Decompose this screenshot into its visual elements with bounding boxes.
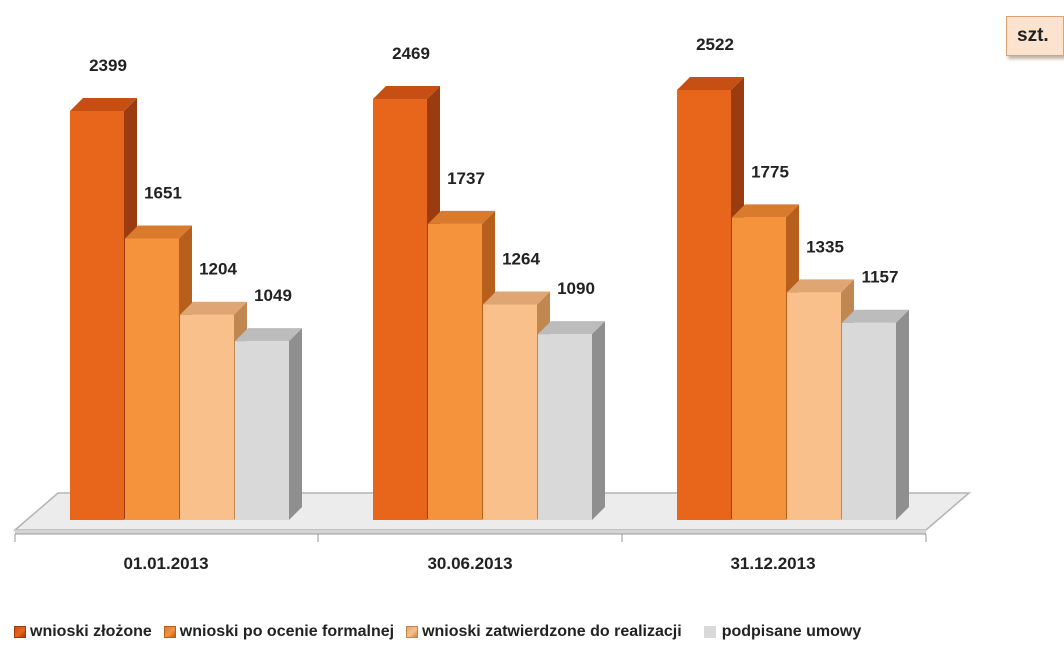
data-labels-group: 2399 1651 1204 1049 2469 1737 1264 1090 2522 1775…	[89, 35, 898, 305]
data-label-31.12.2013-s3: 1335	[806, 237, 844, 256]
bar-01.01.2013-s1	[70, 110, 124, 521]
bar-30.06.2013-s4	[538, 334, 592, 520]
bar-01.01.2013-s4-side	[289, 328, 302, 520]
bar-31.12.2013-s1	[677, 90, 731, 520]
data-label-31.12.2013-s4: 1157	[862, 268, 899, 287]
bar-31.12.2013-s4-side	[896, 309, 909, 520]
legend-swatch-series-1	[14, 626, 26, 638]
bar-31.12.2013-s3	[787, 292, 841, 520]
x-axis: 01.01.2013 30.06.2013 31.12.2013	[14, 533, 927, 573]
bar-01.01.2013-s2-top	[125, 225, 192, 239]
bar-30.06.2013-s1-top	[373, 86, 440, 100]
legend: wnioski złożone wnioski po ocenie formal…	[14, 623, 861, 641]
data-label-01.01.2013-s4: 1049	[254, 286, 292, 305]
legend-swatch-series-3	[406, 626, 419, 638]
bar-01.01.2013-s4	[235, 341, 289, 520]
bar-31.12.2013-s2	[732, 217, 786, 520]
bar-30.06.2013-s3-top	[483, 291, 550, 305]
unit-label: szt.	[1006, 16, 1064, 56]
data-label-01.01.2013-s3: 1204	[199, 260, 237, 279]
bar-31.12.2013-s3-top	[787, 279, 854, 293]
bar-30.06.2013-s2-top	[428, 210, 495, 224]
bar-31.12.2013-s4	[842, 322, 896, 520]
bar-30.06.2013-s2	[428, 223, 482, 520]
bar-01.01.2013-s3	[180, 314, 234, 520]
legend-label-series-2: wnioski po ocenie formalnej	[179, 623, 395, 640]
data-label-30.06.2013-s4: 1090	[557, 279, 595, 298]
legend-item-series-1: wnioski złożone	[14, 623, 152, 641]
legend-label-series-3: wnioski zatwierdzone do realizacji	[422, 623, 682, 640]
legend-swatch-series-2	[163, 626, 176, 638]
data-label-01.01.2013-s1: 2399	[89, 56, 127, 75]
bar-30.06.2013-s4-side	[592, 321, 605, 520]
legend-item-series-2: wnioski po ocenie formalnej	[163, 623, 395, 641]
data-label-30.06.2013-s3: 1264	[502, 249, 540, 268]
bar-01.01.2013-s4-top	[235, 328, 302, 342]
legend-item-series-4: podpisane umowy	[694, 623, 862, 641]
bar-30.06.2013-s1	[373, 99, 427, 521]
legend-label-series-1: wnioski złożone	[30, 623, 152, 640]
bar-31.12.2013-s1-top	[677, 77, 744, 90]
bar-01.01.2013-s3-top	[180, 301, 247, 315]
x-tick-label-3: 31.12.2013	[730, 554, 815, 573]
bar-01.01.2013-s1-top	[70, 97, 137, 111]
legend-swatch-series-4	[703, 626, 716, 638]
x-tick-label-2: 30.06.2013	[427, 554, 512, 573]
data-label-31.12.2013-s2: 1775	[751, 162, 789, 181]
bar-31.12.2013-s2-top	[732, 204, 799, 218]
legend-item-series-3: wnioski zatwierdzone do realizacji	[406, 623, 682, 641]
x-tick-label-1: 01.01.2013	[123, 554, 208, 573]
data-label-31.12.2013-s1: 2522	[696, 35, 734, 54]
legend-label-series-4: podpisane umowy	[721, 623, 862, 640]
data-label-30.06.2013-s2: 1737	[447, 169, 485, 188]
chart-floor-edge	[15, 530, 926, 534]
bar-31.12.2013-s4-top	[842, 309, 909, 323]
bars-group	[70, 77, 909, 521]
bar-30.06.2013-s4-top	[538, 321, 605, 335]
data-label-30.06.2013-s1: 2469	[392, 44, 430, 63]
bar-30.06.2013-s3	[483, 304, 537, 520]
data-label-01.01.2013-s2: 1651	[144, 184, 182, 203]
bar-01.01.2013-s2	[125, 238, 179, 520]
